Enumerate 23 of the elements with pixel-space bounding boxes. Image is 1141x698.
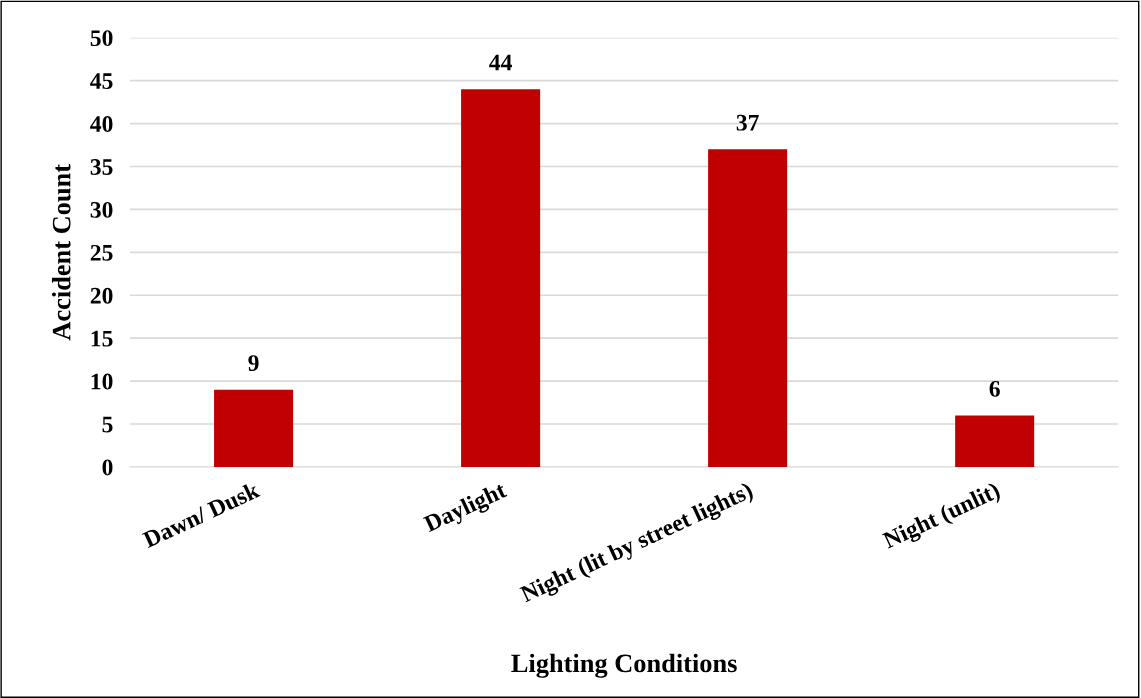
y-tick-label: 10 [91,373,113,390]
y-tick-label: 20 [90,287,113,304]
y-tick-label: 0 [102,459,113,476]
data-label: 44 [489,54,512,71]
y-tick-label: 5 [102,416,113,433]
x-axis-title: Lighting Conditions [511,653,737,678]
x-tick-label: Night (unlit) [881,481,1003,554]
y-tick-label: 45 [90,73,113,90]
y-tick-label: 50 [90,30,113,47]
y-tick-label: 25 [90,244,113,261]
y-tick-label: 30 [90,201,113,218]
data-label: 6 [989,380,1000,397]
bar [461,89,541,467]
y-tick-label: 35 [90,159,113,175]
bar [708,149,788,467]
data-label: 9 [248,355,259,372]
y-axis-title: Accident Count [51,164,71,341]
x-tick-label: Night (lit by street lights) [519,481,756,608]
y-tick-label: 40 [90,116,113,132]
data-label: 37 [736,114,759,131]
bar [214,389,294,467]
bar [955,415,1035,467]
y-tick-label: 15 [91,330,113,347]
